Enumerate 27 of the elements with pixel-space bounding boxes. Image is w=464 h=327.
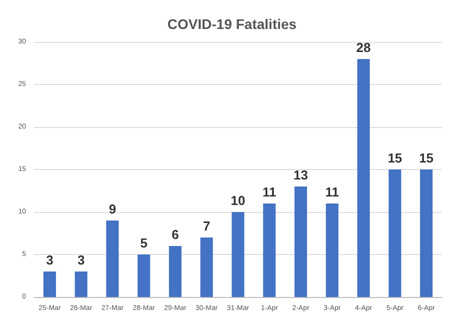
bar <box>420 170 433 297</box>
bar <box>43 272 56 297</box>
data-label: 11 <box>262 184 276 200</box>
bar <box>388 170 402 297</box>
bar <box>200 238 213 297</box>
data-label: 9 <box>108 202 116 216</box>
bar <box>294 186 308 297</box>
bar <box>168 246 182 297</box>
bar <box>106 220 119 297</box>
data-label: 11 <box>325 184 340 200</box>
bar <box>138 254 150 297</box>
data-label: 15 <box>419 150 434 166</box>
data-label: 6 <box>172 227 179 242</box>
data-label: 28 <box>356 40 371 55</box>
bar <box>74 272 88 297</box>
bar <box>357 59 370 297</box>
data-label: 3 <box>77 252 85 268</box>
bar <box>326 204 338 297</box>
bar <box>232 212 244 297</box>
data-label: 3 <box>46 252 54 268</box>
data-label: 13 <box>294 168 308 182</box>
data-label: 5 <box>140 236 148 250</box>
data-label: 10 <box>230 193 246 208</box>
chart-title: COVID-19 Fatalities <box>167 16 297 32</box>
bar <box>263 204 276 297</box>
data-label: 7 <box>203 218 210 234</box>
data-label: 15 <box>388 150 402 166</box>
